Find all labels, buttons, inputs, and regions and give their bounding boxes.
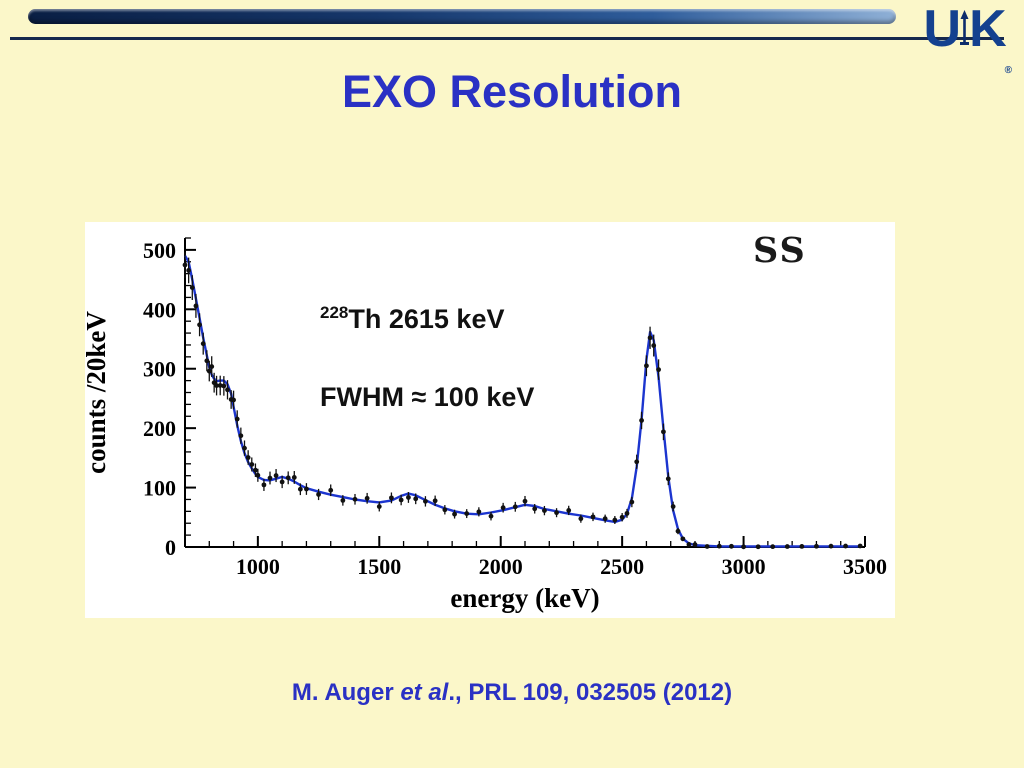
isotope-annotation-text: Th 2615 keV <box>348 304 505 334</box>
citation-prefix: M. Auger <box>291 679 401 706</box>
svg-text:400: 400 <box>143 297 176 322</box>
citation: M. Auger et al., PRL 109, 032505 (2012) <box>0 679 1024 707</box>
citation-italic: et al <box>400 679 449 706</box>
registered-mark: ® <box>1004 65 1012 76</box>
logo-letter-u: U <box>923 0 962 58</box>
svg-text:3500: 3500 <box>843 554 887 579</box>
logo-letter-k: K <box>969 0 1007 58</box>
uk-logo: U K ® <box>923 0 1013 76</box>
header-rule <box>10 37 1004 40</box>
lamp-icon <box>960 10 970 45</box>
header-bar <box>28 9 896 24</box>
svg-text:0: 0 <box>165 535 176 560</box>
chart-panel: 1000 1500 2000 2500 3000 3500 0 100 200 300 400 500… <box>85 222 895 618</box>
svg-text:2500: 2500 <box>600 554 644 579</box>
svg-text:2000: 2000 <box>479 554 523 579</box>
isotope-annotation: 228Th 2615 keV <box>320 303 505 335</box>
svg-text:1000: 1000 <box>236 554 280 579</box>
fwhm-annotation: FWHM ≈ 100 keV <box>320 382 535 412</box>
svg-text:300: 300 <box>143 357 176 382</box>
svg-text:100: 100 <box>143 476 176 501</box>
ss-label: SS <box>753 230 807 271</box>
svg-text:energy (keV): energy (keV) <box>450 583 599 613</box>
page-title: EXO Resolution <box>341 66 683 117</box>
svg-text:1500: 1500 <box>357 554 401 579</box>
svg-text:200: 200 <box>143 416 176 441</box>
citation-suffix: ., PRL 109, 032505 (2012) <box>448 679 733 706</box>
svg-text:3000: 3000 <box>722 554 766 579</box>
svg-text:counts /20keV: counts /20keV <box>85 311 111 474</box>
svg-text:500: 500 <box>143 238 176 263</box>
spectrum-plot: 1000 1500 2000 2500 3000 3500 0 100 200 300 400 500… <box>85 237 887 613</box>
isotope-mass-superscript: 228 <box>320 303 349 322</box>
